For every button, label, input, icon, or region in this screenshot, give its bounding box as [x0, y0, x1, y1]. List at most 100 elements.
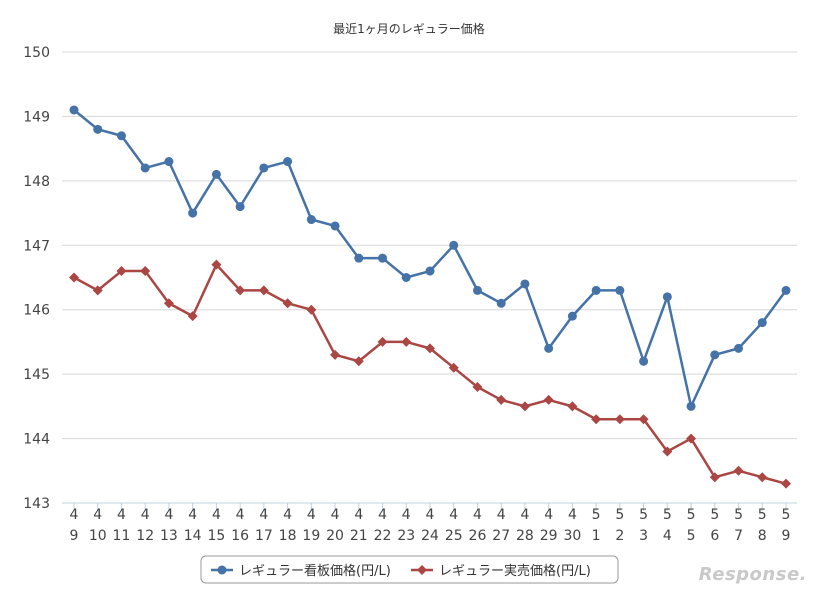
x-tick-month: 4 [402, 507, 411, 523]
data-point[interactable] [781, 478, 791, 489]
x-tick-month: 5 [758, 507, 767, 523]
data-point[interactable] [472, 382, 483, 393]
x-tick-month: 4 [568, 507, 577, 523]
x-tick-month: 4 [141, 507, 150, 523]
x-tick-month: 4 [188, 507, 197, 523]
data-point[interactable] [235, 285, 246, 296]
data-point[interactable] [259, 163, 269, 173]
legend-marker [217, 565, 227, 575]
x-tick-month: 4 [236, 507, 245, 523]
legend-item-1[interactable]: レギュラー看板価格(円/L) [239, 563, 391, 579]
data-point[interactable] [449, 240, 459, 250]
data-point[interactable] [543, 394, 554, 405]
data-point[interactable] [709, 472, 720, 483]
grid-lines [62, 51, 797, 504]
y-tick-label: 150 [23, 45, 50, 61]
data-point[interactable] [638, 414, 649, 425]
x-tick-month: 4 [449, 507, 458, 523]
y-tick-label: 144 [23, 432, 50, 448]
data-point[interactable] [591, 414, 602, 425]
x-tick-day: 21 [350, 528, 368, 544]
data-point[interactable] [283, 157, 293, 167]
data-point[interactable] [188, 208, 198, 218]
data-point[interactable] [733, 465, 744, 476]
x-tick-day: 1 [592, 528, 601, 544]
data-point[interactable] [639, 356, 649, 366]
x-tick-day: 19 [302, 528, 320, 544]
data-point[interactable] [211, 169, 221, 179]
x-tick-day: 14 [184, 528, 202, 544]
x-tick-day: 29 [540, 528, 558, 544]
data-point[interactable] [662, 292, 672, 302]
data-point[interactable] [519, 401, 530, 412]
x-tick-day: 2 [615, 528, 624, 544]
data-point[interactable] [353, 356, 364, 367]
data-point[interactable] [472, 285, 482, 295]
data-point[interactable] [378, 253, 388, 263]
data-point[interactable] [591, 285, 601, 295]
x-tick-month: 4 [307, 507, 316, 523]
x-tick-day: 26 [469, 528, 487, 544]
data-point[interactable] [686, 433, 697, 444]
x-tick-day: 17 [255, 528, 273, 544]
data-point[interactable] [211, 259, 222, 270]
data-point[interactable] [140, 266, 151, 277]
x-tick-day: 5 [687, 528, 696, 544]
data-point[interactable] [282, 298, 293, 309]
data-point[interactable] [496, 394, 507, 405]
data-point[interactable] [662, 446, 673, 457]
data-point[interactable] [164, 157, 174, 167]
data-point[interactable] [614, 414, 625, 425]
data-point[interactable] [425, 343, 435, 354]
y-tick-label: 147 [23, 238, 50, 254]
data-point[interactable] [69, 272, 79, 283]
data-point[interactable] [496, 298, 506, 308]
data-point[interactable] [377, 336, 388, 347]
data-point[interactable] [757, 472, 768, 483]
series-line-1 [73, 109, 788, 408]
x-tick-day: 9 [782, 528, 791, 544]
data-point[interactable] [710, 350, 720, 360]
legend[interactable]: レギュラー看板価格(円/L) レギュラー実売価格(円/L) [200, 555, 619, 584]
data-point[interactable] [93, 124, 103, 134]
data-point[interactable] [163, 298, 174, 309]
data-point[interactable] [258, 285, 269, 296]
x-tick-day: 8 [758, 528, 767, 544]
data-point[interactable] [520, 279, 530, 289]
data-point[interactable] [615, 285, 625, 295]
legend-item-2[interactable]: レギュラー実売価格(円/L) [439, 563, 591, 579]
data-point[interactable] [448, 362, 459, 373]
data-point[interactable] [306, 215, 316, 225]
data-point[interactable] [757, 318, 767, 328]
x-tick-month: 4 [426, 507, 435, 523]
data-point[interactable] [425, 266, 435, 276]
response-watermark: Response. [698, 564, 807, 585]
data-point[interactable] [116, 266, 127, 277]
x-tick-day: 20 [326, 528, 344, 544]
data-point[interactable] [140, 163, 150, 173]
data-point[interactable] [354, 253, 364, 263]
data-point[interactable] [401, 273, 411, 282]
data-point[interactable] [686, 401, 696, 411]
data-point[interactable] [734, 343, 744, 353]
x-tick-month: 4 [259, 507, 268, 523]
data-point[interactable] [330, 349, 341, 360]
data-point[interactable] [306, 304, 317, 315]
data-point[interactable] [92, 285, 103, 296]
data-point[interactable] [330, 221, 340, 231]
data-point[interactable] [69, 105, 79, 115]
data-point[interactable] [567, 311, 577, 321]
y-tick-label: 143 [23, 496, 50, 512]
data-point[interactable] [544, 343, 554, 353]
legend-marker [417, 565, 427, 575]
data-point[interactable] [401, 336, 412, 347]
data-point[interactable] [567, 401, 578, 412]
x-tick-day: 24 [421, 528, 439, 544]
data-point[interactable] [235, 202, 245, 212]
x-tick-month: 4 [497, 507, 506, 523]
x-tick-day: 13 [160, 528, 178, 544]
data-point[interactable] [116, 131, 126, 141]
data-point[interactable] [781, 285, 791, 295]
x-tick-month: 5 [710, 507, 719, 523]
data-point[interactable] [187, 311, 198, 322]
